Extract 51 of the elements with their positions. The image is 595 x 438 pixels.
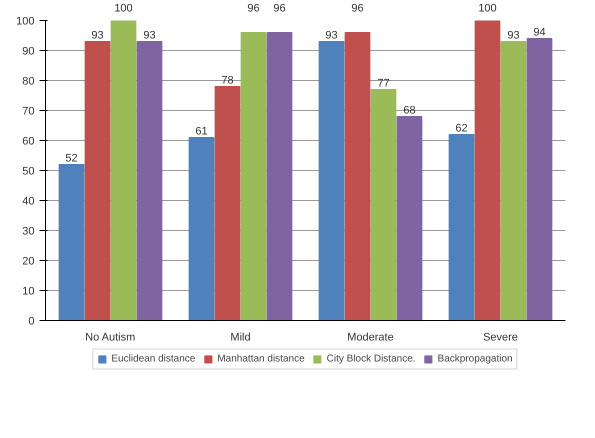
data-label: 68 [403, 104, 416, 116]
data-label: 93 [507, 30, 520, 42]
data-label: 94 [533, 26, 546, 38]
data-label: 93 [91, 30, 104, 42]
x-tick-label: Severe [483, 332, 518, 344]
data-label: 62 [455, 122, 468, 134]
bar [474, 20, 500, 320]
bar [370, 89, 396, 320]
bar [58, 164, 84, 320]
legend-label: City Block Distance. [326, 354, 416, 364]
bar [344, 32, 370, 320]
data-label: 96 [247, 2, 260, 14]
bar [396, 116, 422, 320]
y-tick-label: 20 [22, 256, 35, 268]
data-label: 52 [65, 152, 78, 164]
data-label: 96 [273, 2, 286, 14]
y-tick-label: 80 [22, 76, 35, 88]
legend-label: Backpropagation [438, 354, 513, 364]
bar [448, 134, 474, 320]
y-tick-label: 100 [16, 16, 35, 28]
bar [214, 86, 240, 320]
x-tick-label: No Autism [85, 332, 136, 344]
x-tick-label: Mild [230, 332, 251, 344]
data-label: 77 [377, 78, 390, 90]
bar [318, 41, 344, 320]
bar [110, 20, 136, 320]
legend-label: Euclidean distance [111, 354, 196, 364]
data-label: 100 [114, 2, 133, 14]
bar [240, 32, 266, 320]
y-tick-label: 60 [22, 136, 35, 148]
x-tick-label: Moderate [347, 332, 394, 344]
data-label: 61 [195, 126, 208, 138]
data-label: 93 [325, 30, 338, 42]
bar [266, 32, 292, 320]
y-tick-label: 50 [22, 166, 35, 178]
y-tick-label: 30 [22, 226, 35, 238]
y-tick-label: 40 [22, 196, 35, 208]
data-label: 78 [221, 74, 234, 86]
data-label: 93 [143, 30, 156, 42]
data-label: 96 [351, 2, 364, 14]
data-label: 100 [478, 2, 497, 14]
bar [84, 41, 110, 320]
y-tick-label: 70 [22, 106, 35, 118]
y-tick-label: 0 [28, 316, 35, 328]
bar [500, 41, 526, 320]
y-tick-label: 90 [22, 46, 35, 58]
y-tick-label: 10 [22, 286, 35, 298]
bar [136, 41, 162, 320]
bar [188, 137, 214, 320]
bar [526, 38, 552, 320]
legend-label: Manhattan distance [217, 354, 305, 364]
